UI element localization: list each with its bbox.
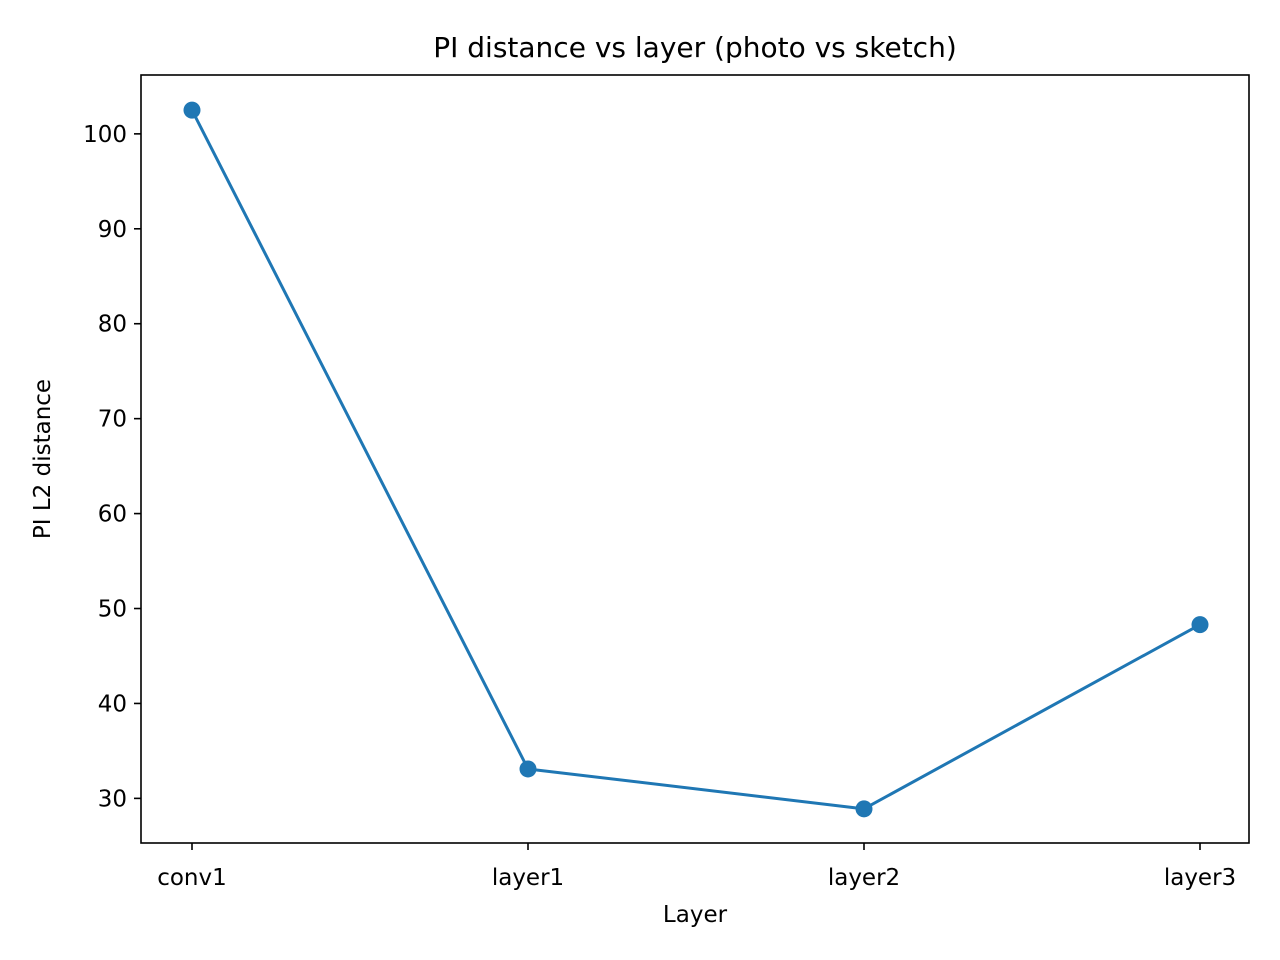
y-tick-label: 100 bbox=[83, 122, 127, 148]
y-tick-label: 40 bbox=[98, 691, 127, 717]
plot-frame bbox=[140, 74, 1250, 844]
series-group bbox=[183, 101, 1209, 818]
x-axis-label: Layer bbox=[663, 902, 728, 928]
x-tick-label-layer3: layer3 bbox=[1164, 865, 1236, 891]
y-tick-label: 50 bbox=[98, 597, 127, 623]
y-axis-label: PI L2 distance bbox=[30, 379, 56, 539]
y-tick-label: 90 bbox=[98, 217, 127, 243]
data-point-layer3 bbox=[1191, 616, 1209, 634]
y-tick-label: 80 bbox=[98, 312, 127, 338]
chart-title: PI distance vs layer (photo vs sketch) bbox=[433, 31, 957, 64]
x-tick-label-layer1: layer1 bbox=[492, 865, 564, 891]
data-point-layer2 bbox=[855, 800, 873, 818]
y-tick-label: 70 bbox=[98, 407, 127, 433]
data-point-conv1 bbox=[183, 101, 201, 119]
y-tick-label: 60 bbox=[98, 502, 127, 528]
x-tick-label-layer2: layer2 bbox=[828, 865, 900, 891]
y-tick-label: 30 bbox=[98, 786, 127, 812]
x-axis-ticks: conv1 layer1 layer2 layer3 bbox=[157, 843, 1236, 891]
y-axis-ticks: 30 40 50 60 70 80 90 100 bbox=[83, 122, 141, 812]
x-tick-label-conv1: conv1 bbox=[157, 865, 227, 891]
data-point-layer1 bbox=[519, 760, 537, 778]
series-line bbox=[190, 109, 1201, 811]
